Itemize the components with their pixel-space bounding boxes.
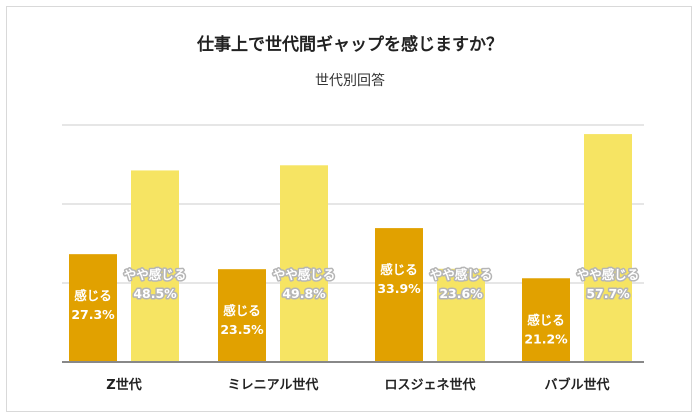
bar-kanjiru-2 bbox=[375, 228, 423, 362]
bar-series-label: やや感じる bbox=[124, 267, 187, 282]
bar-yaya-kanjiru-3 bbox=[584, 134, 632, 362]
bar-value-label: 33.9% bbox=[377, 281, 421, 296]
bar-yaya-kanjiru-1 bbox=[280, 165, 328, 362]
bar-value-label: 23.6% bbox=[439, 286, 483, 301]
bar-value-label: 49.8% bbox=[282, 286, 326, 301]
bar-value-label: 21.2% bbox=[524, 331, 568, 346]
bar-series-label: 感じる bbox=[74, 288, 112, 303]
bar-series-label: 感じる bbox=[223, 303, 261, 318]
category-label-0: Z世代 bbox=[106, 377, 141, 393]
category-label-2: ロスジェネ世代 bbox=[384, 377, 475, 393]
bar-value-label: 27.3% bbox=[71, 307, 115, 322]
bar-value-label: 57.7% bbox=[586, 286, 630, 301]
chart-title: 仕事上で世代間ギャップを感じますか？ bbox=[197, 35, 503, 55]
category-label-1: ミレニアル世代 bbox=[228, 377, 319, 393]
bar-value-label: 48.5% bbox=[133, 286, 177, 301]
chart-subtitle: 世代別回答 bbox=[315, 73, 385, 89]
bar-series-label: やや感じる bbox=[430, 267, 493, 282]
bar-yaya-kanjiru-0 bbox=[131, 170, 179, 362]
bar-kanjiru-0 bbox=[69, 254, 117, 362]
bar-series-label: 感じる bbox=[527, 312, 565, 327]
bar-value-label: 23.5% bbox=[220, 322, 264, 337]
category-label-3: バブル世代 bbox=[544, 377, 609, 393]
bar-series-label: やや感じる bbox=[577, 267, 640, 282]
bar-series-label: やや感じる bbox=[273, 267, 336, 282]
chart-frame bbox=[6, 6, 692, 412]
bar-series-label: 感じる bbox=[380, 262, 418, 277]
bar-kanjiru-1 bbox=[218, 269, 266, 362]
bar-yaya-kanjiru-2 bbox=[437, 268, 485, 362]
bar-kanjiru-3 bbox=[522, 278, 570, 362]
